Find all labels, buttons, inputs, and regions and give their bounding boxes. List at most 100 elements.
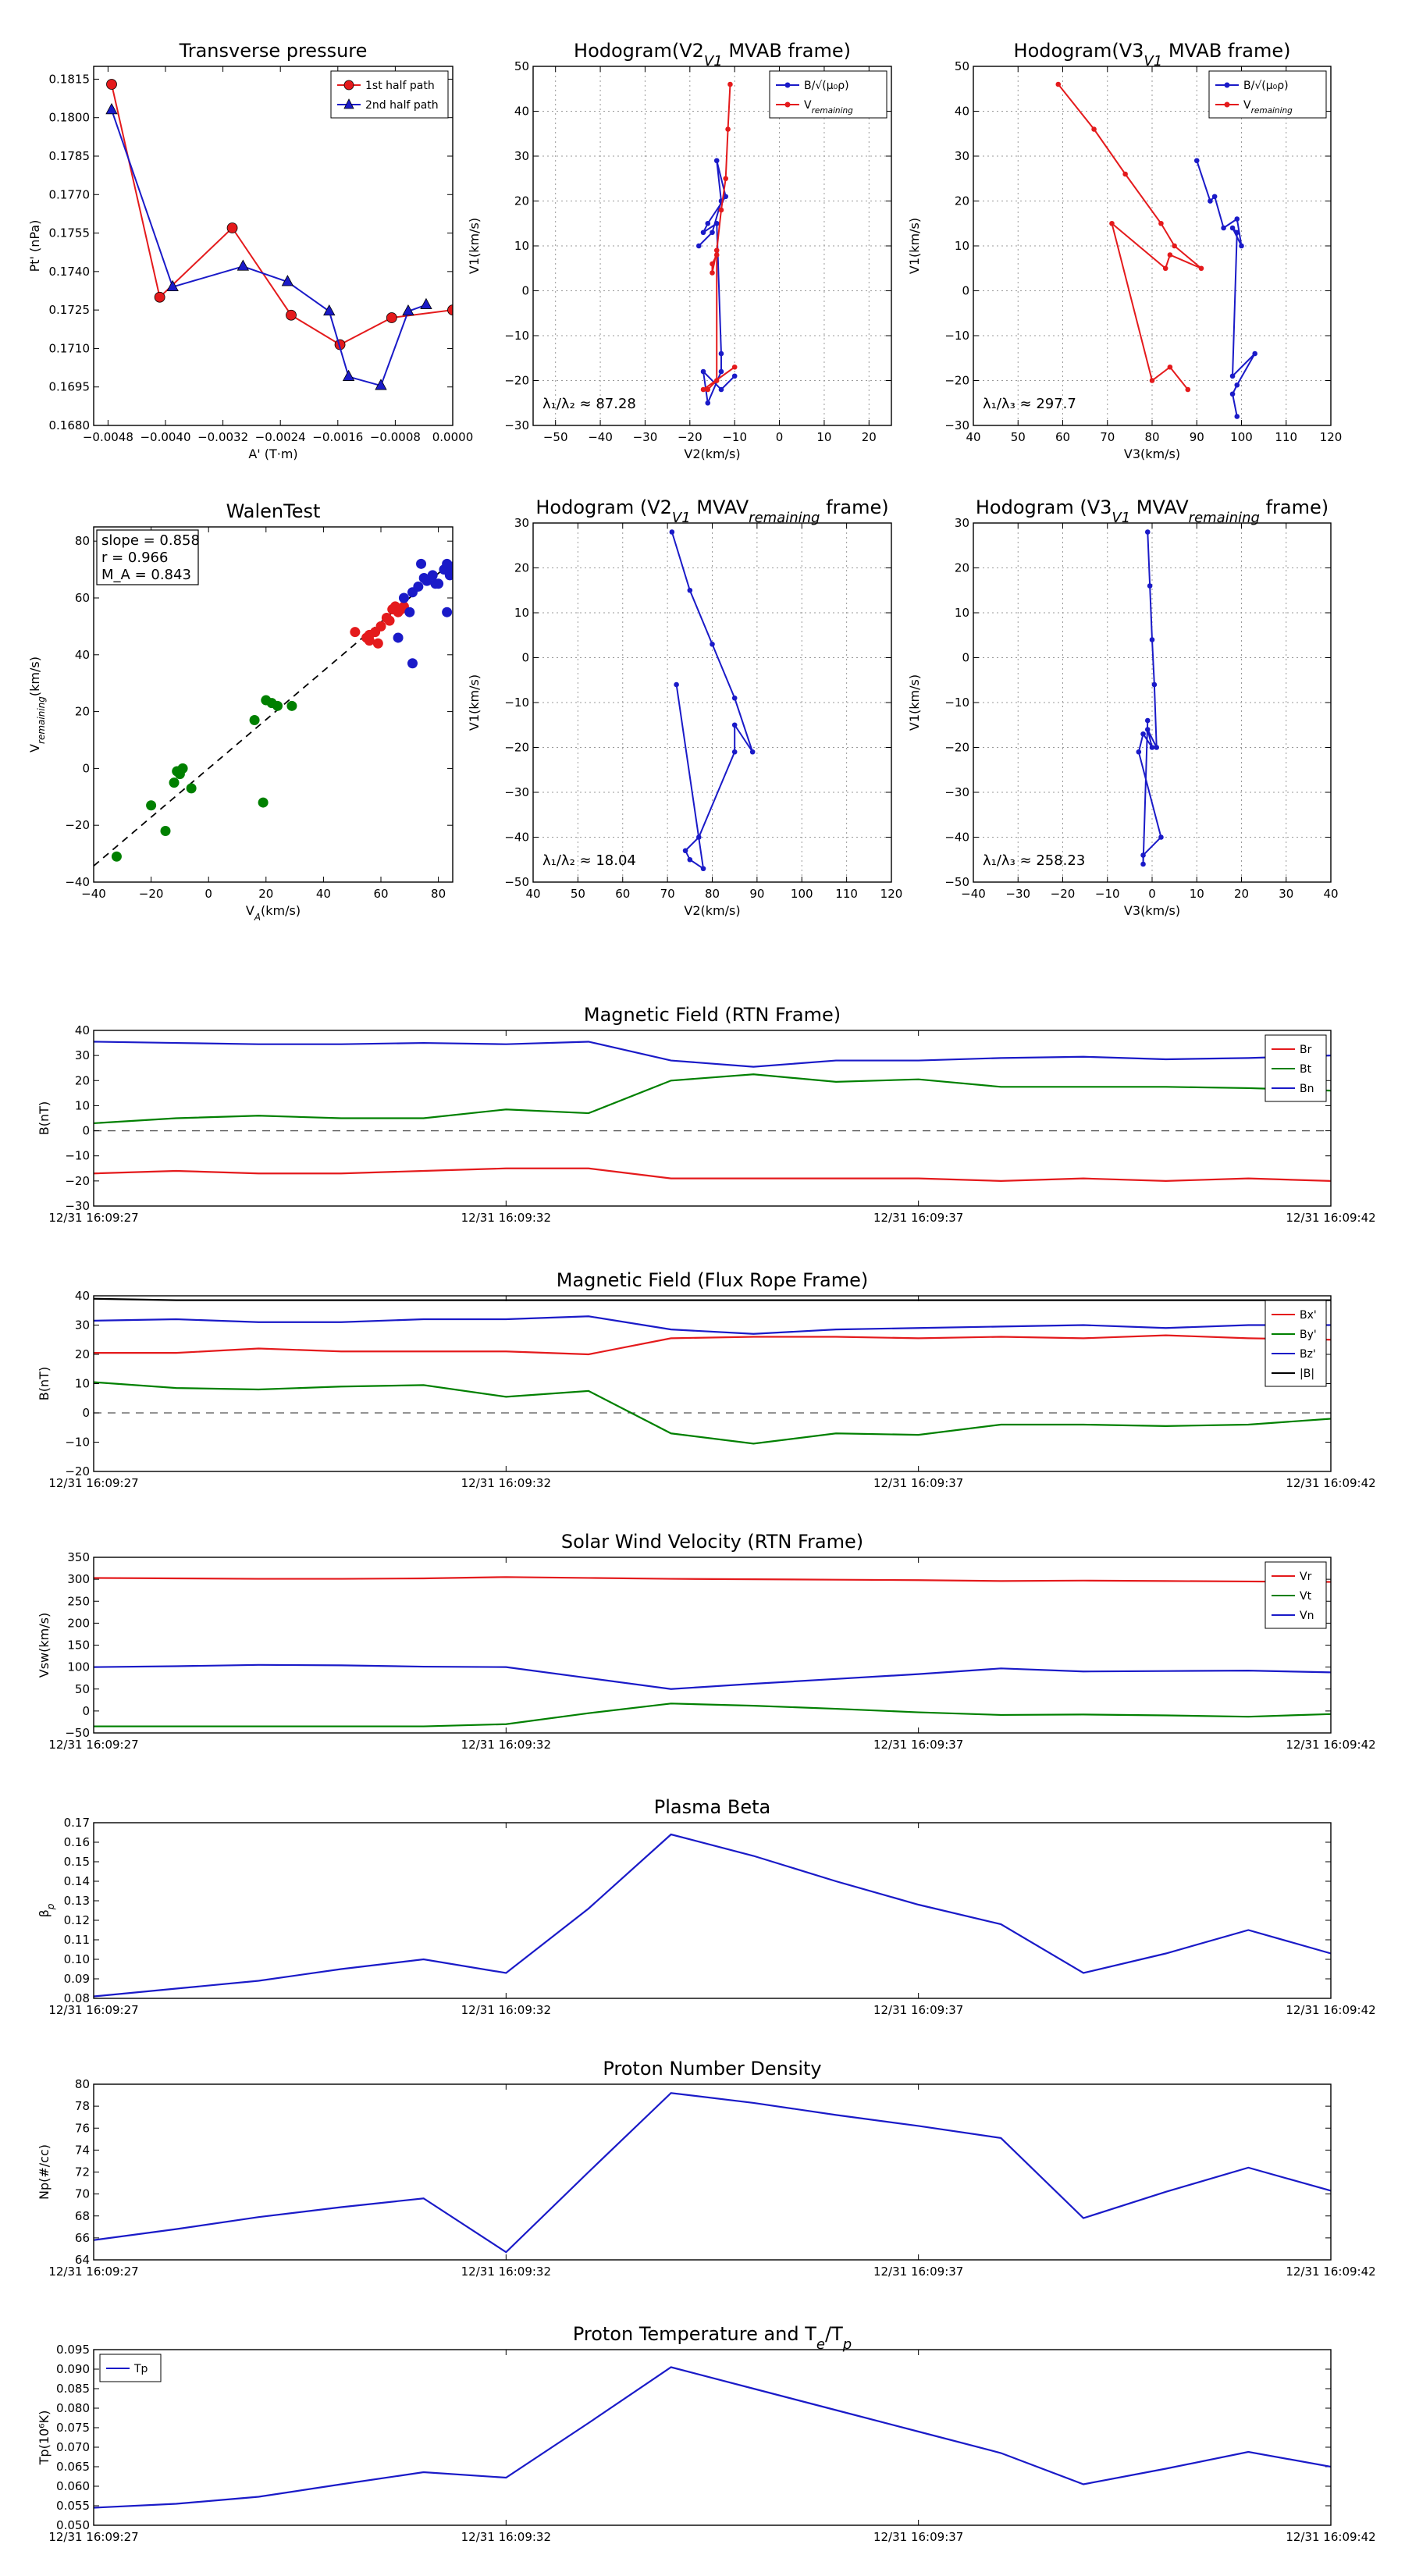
series-line bbox=[698, 160, 735, 406]
chart-title: Magnetic Field (RTN Frame) bbox=[584, 1004, 841, 1026]
data-point bbox=[169, 777, 180, 788]
series-v-remaining bbox=[700, 81, 738, 393]
y-tick-label: 30 bbox=[955, 149, 969, 163]
x-tick-label: 12/31 16:09:32 bbox=[461, 1476, 551, 1490]
legend-label: Tp bbox=[133, 2363, 148, 2375]
y-tick-label: 10 bbox=[75, 1377, 90, 1391]
subscript-text: V1 bbox=[1112, 510, 1130, 526]
y-axis-label: Pt' (nPa) bbox=[27, 220, 42, 272]
data-point-circle bbox=[106, 79, 117, 90]
x-tick-label: 12/31 16:09:32 bbox=[461, 1211, 551, 1225]
series-line bbox=[94, 2366, 1331, 2509]
data-point bbox=[384, 615, 395, 626]
y-tick-label: −10 bbox=[65, 1436, 90, 1450]
y-tick-label: 0.065 bbox=[56, 2460, 90, 2474]
plot-frame bbox=[93, 1295, 1332, 1472]
text-run: Proton Temperature and T bbox=[573, 2323, 816, 2345]
data-point bbox=[727, 81, 733, 87]
x-tick-label: 90 bbox=[1190, 430, 1204, 444]
plot-frame bbox=[93, 1822, 1332, 1999]
x-tick-label: −0.0040 bbox=[140, 430, 190, 444]
text-run: MVAV bbox=[691, 496, 749, 518]
data-point bbox=[705, 220, 711, 226]
data-point bbox=[1149, 745, 1155, 750]
data-point bbox=[1158, 220, 1164, 226]
series-v-remaining bbox=[1136, 529, 1164, 867]
legend-label: Vremaining bbox=[1243, 99, 1293, 116]
y-tick-label: −40 bbox=[944, 831, 969, 845]
x-tick-label: 12/31 16:09:27 bbox=[48, 1738, 138, 1752]
chart-title: WalenTest bbox=[226, 500, 321, 522]
data-point bbox=[695, 834, 702, 840]
y-tick-label: 100 bbox=[67, 1660, 90, 1674]
legend: B/√(μ₀ρ) Vremaining bbox=[1208, 70, 1327, 119]
y-tick-label: 30 bbox=[75, 1048, 90, 1062]
data-point bbox=[404, 607, 415, 617]
chart-title: Solar Wind Velocity (RTN Frame) bbox=[561, 1531, 863, 1553]
x-tick-label: 12/31 16:09:42 bbox=[1286, 1476, 1375, 1490]
x-tick-label: −0.0024 bbox=[255, 430, 306, 444]
y-tick-label: 20 bbox=[514, 561, 529, 575]
legend-label: Bt bbox=[1300, 1063, 1312, 1076]
data-point bbox=[674, 681, 679, 688]
text-run: V bbox=[1243, 99, 1251, 112]
x-tick-label: −50 bbox=[543, 430, 568, 444]
x-tick-label: −40 bbox=[588, 430, 613, 444]
data-point bbox=[710, 641, 715, 647]
legend-marker bbox=[1224, 82, 1230, 88]
chart-beta: 12/31 16:09:27 12/31 16:09:32 12/31 16:09:… bbox=[37, 1796, 1376, 2017]
legend-label: Vn bbox=[1300, 1610, 1314, 1622]
x-tick-label: 60 bbox=[1055, 430, 1070, 444]
y-tick-label: −20 bbox=[944, 374, 969, 388]
stats-line: M_A = 0.843 bbox=[101, 567, 191, 583]
y-tick-label: −30 bbox=[504, 785, 529, 799]
x-tick-label: −40 bbox=[961, 887, 986, 901]
data-point bbox=[731, 373, 738, 379]
data-point bbox=[393, 632, 404, 643]
y-tick-label: 250 bbox=[67, 1594, 90, 1608]
series-line bbox=[1137, 532, 1162, 865]
x-tick-label: 120 bbox=[880, 887, 903, 901]
data-point bbox=[1147, 583, 1153, 589]
data-point bbox=[687, 587, 693, 593]
data-point bbox=[749, 749, 756, 755]
x-tick-label: −0.0008 bbox=[370, 430, 421, 444]
chart-title: Transverse pressure bbox=[179, 40, 368, 62]
y-tick-label: −20 bbox=[65, 1174, 90, 1188]
y-tick-label: 10 bbox=[955, 606, 969, 620]
data-point-triangle bbox=[323, 304, 336, 316]
y-tick-label: 20 bbox=[75, 1347, 90, 1361]
chart-bfield: 12/31 16:09:27 12/31 16:09:32 12/31 16:09:… bbox=[37, 1004, 1376, 1225]
data-point bbox=[1144, 727, 1151, 732]
data-point bbox=[1149, 378, 1155, 383]
data-point bbox=[713, 247, 720, 254]
legend: Bx' By' Bz' |B| bbox=[1264, 1300, 1327, 1387]
series-vn bbox=[94, 1663, 1331, 1690]
x-tick-label: −30 bbox=[1005, 887, 1030, 901]
legend-frame bbox=[769, 70, 887, 119]
y-axis-label: V1(km/s) bbox=[467, 674, 482, 731]
x-tick-label: 80 bbox=[431, 887, 446, 901]
y-tick-label: 40 bbox=[955, 105, 969, 119]
y-tick-label: 50 bbox=[75, 1682, 90, 1696]
data-point bbox=[700, 368, 706, 375]
y-tick-label: −10 bbox=[504, 329, 529, 343]
x-tick-label: −20 bbox=[139, 887, 164, 901]
y-axis-label: Vremaining(km/s) bbox=[27, 656, 47, 753]
x-tick-label: 90 bbox=[749, 887, 764, 901]
data-point-triangle bbox=[402, 304, 414, 316]
legend-label: Vr bbox=[1300, 1571, 1312, 1583]
series-line bbox=[94, 1297, 1331, 1301]
x-tick-label: 60 bbox=[373, 887, 388, 901]
series-line bbox=[94, 1833, 1331, 1998]
legend: Tp bbox=[99, 2354, 162, 2382]
y-tick-label: −10 bbox=[944, 696, 969, 710]
data-point bbox=[700, 229, 706, 236]
y-axis-label: Np(#/cc) bbox=[37, 2144, 52, 2200]
x-tick-label: 12/31 16:09:42 bbox=[1286, 1211, 1375, 1225]
chart-h2: 40 50 60 70 80 90 100 110 120 −30 −20 −10 0 10 20 30 40 5… bbox=[907, 40, 1342, 461]
y-tick-label: 0 bbox=[82, 761, 90, 775]
x-tick-label: 12/31 16:09:32 bbox=[461, 2530, 551, 2544]
series-line bbox=[94, 1663, 1331, 1690]
legend-label: Vt bbox=[1300, 1590, 1312, 1603]
